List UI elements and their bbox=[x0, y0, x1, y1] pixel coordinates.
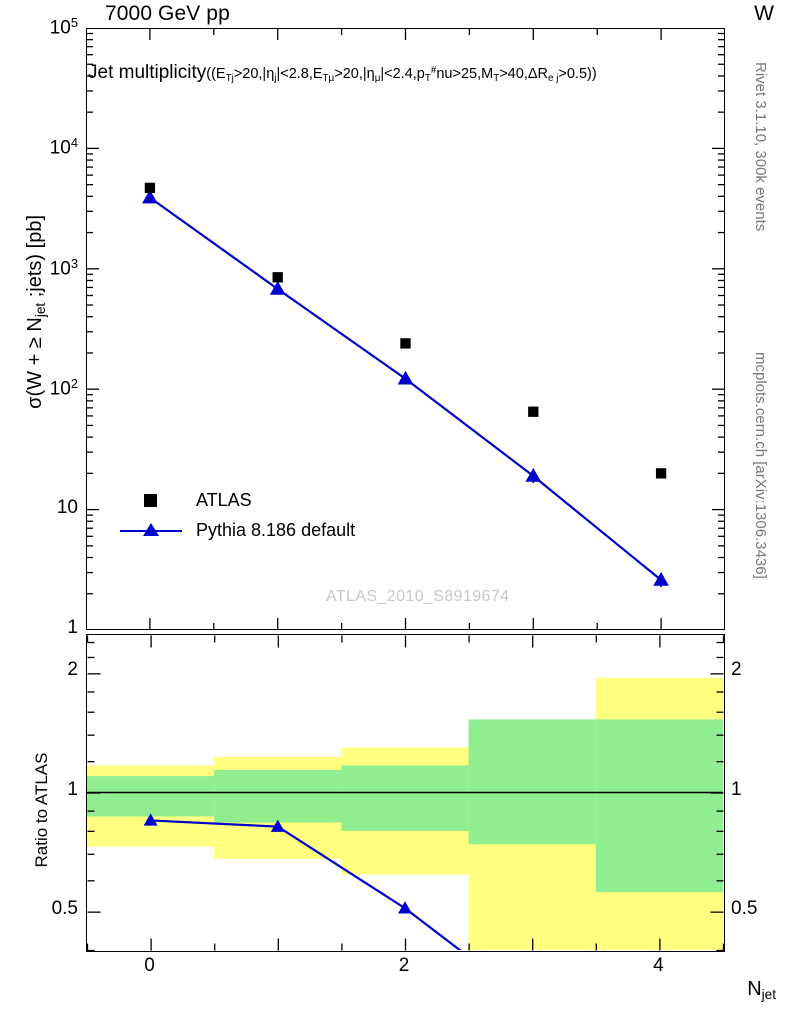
data-point-marker bbox=[528, 406, 539, 417]
uncertainty-band-inner bbox=[341, 765, 469, 831]
main-plot-panel bbox=[86, 28, 725, 630]
uncertainty-band-inner bbox=[87, 776, 215, 817]
plot-title-cuts: ((ETj>20,|ηj|<2.8,ETμ>20,|ημ|<2.4,pT#nu>… bbox=[206, 65, 597, 84]
data-point-marker bbox=[272, 272, 283, 283]
data-point-marker bbox=[144, 182, 156, 194]
plot-title-main: Jet multiplicity bbox=[88, 62, 207, 83]
main-plot-canvas bbox=[86, 28, 725, 630]
triangle-marker-icon bbox=[143, 523, 159, 536]
analysis-id-watermark: ATLAS_2010_S8919674 bbox=[326, 588, 510, 605]
square-marker-icon bbox=[144, 494, 157, 507]
legend-item-pythia: Pythia 8.186 default bbox=[118, 515, 355, 545]
x-axis-label: Njet bbox=[747, 978, 776, 1002]
ratio-point-marker bbox=[270, 819, 285, 832]
data-point-marker bbox=[400, 338, 411, 349]
x-tick-label: 4 bbox=[653, 955, 664, 976]
ratio-point-marker bbox=[398, 901, 412, 914]
ratio-y-axis-label: Ratio to ATLAS bbox=[32, 752, 51, 868]
ratio-y-tick-label-right: 1 bbox=[731, 778, 742, 800]
ratio-y-tick-label: 0.5 bbox=[51, 897, 78, 919]
x-tick-label: 2 bbox=[398, 955, 410, 976]
y-tick-label: 1 bbox=[67, 617, 78, 638]
ratio-y-tick-label-right: 2 bbox=[731, 659, 742, 681]
plot-title: Jet multiplicity((ETj>20,|ηj|<2.8,ETμ>20… bbox=[88, 62, 728, 84]
mcplots-reference-text: mcplots.cern.ch [arXiv:1306.3436] bbox=[752, 352, 769, 579]
y-axis-label: σ(W + ≥ Njet ;jets) [pb] bbox=[24, 214, 48, 409]
y-tick-label: 10 bbox=[56, 496, 78, 518]
y-tick-label: 104 bbox=[49, 135, 78, 159]
uncertainty-band-inner bbox=[214, 769, 342, 823]
legend-label-atlas: ATLAS bbox=[196, 489, 252, 510]
ratio-plot-canvas bbox=[87, 677, 723, 950]
ratio-y-tick-label: 2 bbox=[67, 659, 78, 681]
y-tick-label: 105 bbox=[49, 15, 78, 39]
ratio-plot-panel bbox=[86, 634, 725, 952]
rivet-version-text: Rivet 3.1.10, 300k events bbox=[752, 62, 769, 232]
legend-key-square bbox=[118, 490, 188, 510]
ratio-y-tick-label-right: 0.5 bbox=[731, 897, 758, 919]
legend-label-pythia: Pythia 8.186 default bbox=[196, 519, 356, 540]
uncertainty-band-inner bbox=[468, 719, 596, 845]
header-process-label: W bbox=[754, 2, 774, 25]
legend: ATLAS Pythia 8.186 default bbox=[118, 485, 355, 545]
header-beam-info: 7000 GeV pp bbox=[105, 2, 230, 25]
uncertainty-band-inner bbox=[595, 719, 723, 893]
legend-item-atlas: ATLAS bbox=[118, 485, 355, 515]
x-tick-label: 0 bbox=[144, 955, 155, 976]
data-point-marker bbox=[655, 468, 667, 479]
ratio-point-marker bbox=[143, 813, 158, 826]
legend-key-triangle-line bbox=[118, 520, 188, 540]
